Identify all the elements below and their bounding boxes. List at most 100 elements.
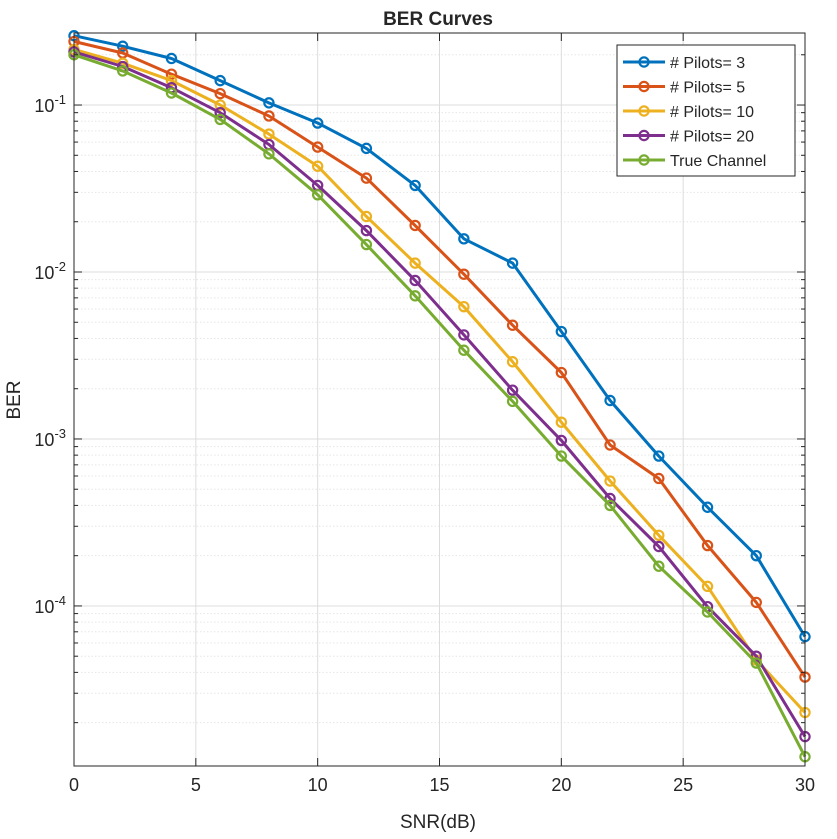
data-point [506,384,519,396]
data-point [604,499,616,512]
tick-layer: 10-1 10-2 10-3 10-4 0 5 10 15 20 25 30 [34,33,815,795]
data-point [165,52,178,65]
data-point [653,560,665,572]
data-point [458,329,470,341]
data-point [750,549,762,562]
data-point [409,290,421,302]
data-point [506,395,519,408]
data-point [311,189,324,201]
legend-entry: True Channel [623,153,766,170]
data-point [653,450,665,462]
data-point [701,501,714,513]
data-point [409,219,421,232]
data-point [117,65,129,77]
data-point [117,40,129,52]
data-point [263,110,275,122]
series-line [73,48,807,714]
series-5 [68,49,811,763]
x-tick-label: 20 [551,775,571,795]
x-tick-label: 10 [308,775,328,795]
data-point [506,356,519,368]
legend-entry: # Pilots= 10 [623,104,754,121]
data-point [214,106,226,119]
data-point [311,160,324,172]
series-layer [68,30,811,763]
data-point [555,416,568,428]
data-point [506,319,519,331]
data-point [165,87,178,99]
data-point [360,224,373,237]
chart-title: BER Curves [383,9,493,30]
legend-marker [638,154,650,166]
data-point [701,539,714,552]
legend: # Pilots= 3 # Pilots= 5 # Pilots= 10 # Pilo… [616,44,796,177]
legend-label: # Pilots= 20 [670,129,754,146]
data-point [604,492,616,505]
data-point [263,128,275,140]
x-tick-label: 30 [795,775,815,795]
data-point [214,74,226,87]
legend-marker [638,129,650,142]
data-point [458,233,470,245]
x-tick-label: 15 [429,775,449,795]
series-1 [68,30,811,643]
y-tick-label: 10-4 [34,593,66,617]
data-point [653,529,665,541]
x-axis-label: SNR(dB) [400,812,476,833]
legend-entry: # Pilots= 5 [623,80,745,97]
y-tick-label: 10-3 [34,426,66,450]
data-point [360,142,373,155]
data-point [653,472,665,485]
data-point [750,596,762,609]
data-point [604,439,616,451]
data-point [360,172,373,184]
legend-entry: # Pilots= 20 [623,129,754,146]
data-point [604,394,616,407]
data-point [214,113,226,126]
data-point [360,210,373,223]
data-point [555,450,568,462]
data-point [506,257,519,269]
series-line [73,50,807,738]
data-point [263,148,275,160]
data-point [604,475,616,487]
data-point [263,97,275,109]
data-point [458,344,470,356]
x-tick-label: 25 [673,775,693,795]
data-point [214,87,226,100]
legend-marker [638,105,650,117]
data-point [458,268,470,280]
data-point [311,117,324,129]
legend-marker [638,56,650,68]
data-point [458,300,470,313]
data-point [555,325,568,338]
data-point [653,540,665,553]
legend-label: # Pilots= 5 [670,80,745,97]
series-2 [68,35,811,683]
data-point [555,366,568,379]
data-point [555,434,568,447]
data-point [409,257,421,269]
legend-entry: # Pilots= 3 [623,55,745,72]
legend-label: # Pilots= 10 [670,104,754,121]
legend-marker [638,80,650,93]
series-line [73,34,807,638]
data-point [701,606,714,618]
y-tick-label: 10-1 [34,92,66,116]
data-point [701,580,714,593]
x-tick-label: 0 [69,775,79,795]
data-point [750,657,762,669]
data-point [409,179,421,192]
y-axis-label: BER [4,380,25,419]
data-point [214,99,226,111]
legend-label: True Channel [670,153,766,170]
data-point [165,68,178,80]
y-tick-label: 10-2 [34,259,66,283]
x-tick-label: 5 [191,775,201,795]
series-line [73,40,807,678]
legend-label: # Pilots= 3 [670,55,745,72]
data-point [311,141,324,153]
series-line [73,53,807,758]
data-point [360,238,373,251]
